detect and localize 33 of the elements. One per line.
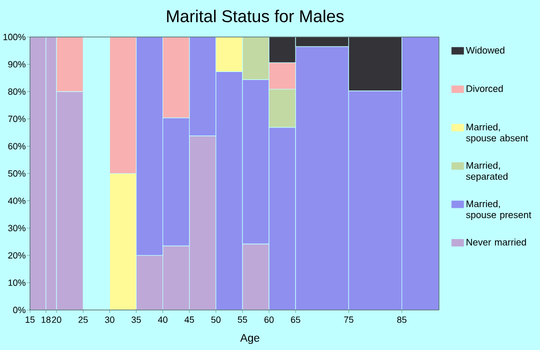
y-tick-label: 20% [8,252,26,259]
x-tick-label: 60 [264,316,274,323]
y-tick-label: 30% [8,224,26,232]
x-tick-label: 18 [42,316,51,323]
x-tick-label: 15 [26,316,35,323]
legend-label: Married, spouse absent [466,123,528,144]
y-tick-label: 60% [8,143,26,150]
legend-label: Divorced [466,85,503,92]
x-tick-label: 55 [238,316,248,323]
y-tick-label: 0% [13,306,26,314]
y-tick-label: 40% [8,198,26,204]
x-tick-label: 85 [397,316,406,323]
legend-label: Widowed [466,46,504,54]
y-tick-label: 10% [8,279,26,286]
x-tick-label: 30 [105,316,114,323]
x-tick-label: 65 [291,316,300,323]
y-tick-label: 80% [8,88,26,95]
x-tick-label: 35 [132,316,141,323]
x-tick-label: 50 [211,316,221,323]
legend-label: Never married [466,238,526,246]
x-tick-label: 40 [158,316,168,323]
y-tick-label: 70% [8,116,26,122]
x-tick-label: 45 [184,316,194,323]
y-tick-label: 90% [8,61,26,68]
y-tick-label: 100% [3,34,26,40]
y-tick-label: 50% [8,170,26,177]
x-tick-label: 20 [52,316,62,323]
x-tick-label: 25 [78,316,88,323]
text: Married, spouse present [466,200,532,220]
x-tick-label: 75 [344,316,354,323]
chart-title: Marital Status for Males [167,10,344,22]
x-axis-title: Age [240,334,260,344]
legend-label: Married, separated [466,162,508,182]
